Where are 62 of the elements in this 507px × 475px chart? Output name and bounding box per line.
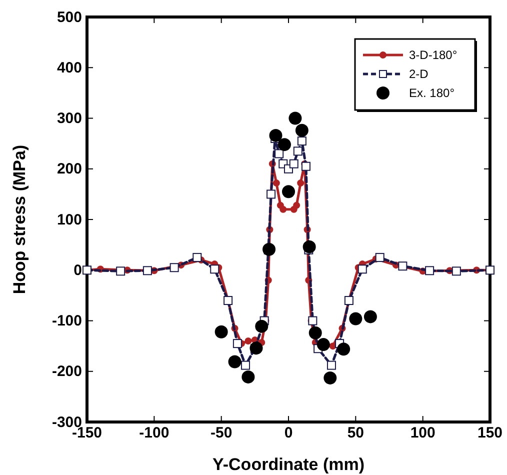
point [280, 206, 287, 213]
point [297, 180, 304, 187]
point [255, 320, 268, 333]
point [272, 180, 280, 187]
point [192, 252, 202, 262]
point [425, 266, 434, 276]
x-tick-label: 150 [477, 424, 503, 442]
point [337, 342, 350, 356]
point [297, 136, 306, 146]
point [242, 370, 255, 384]
y-axis-title: Hoop stress (MPa) [10, 144, 29, 294]
y-tick-label: 400 [56, 59, 82, 76]
x-tick-label: 100 [410, 424, 436, 442]
y-tick-label: -200 [52, 363, 82, 380]
point [116, 266, 126, 276]
point [302, 240, 316, 254]
point [293, 146, 302, 156]
y-tick-label: 300 [56, 110, 82, 128]
x-axis-title: Y-Coordinate (mm) [212, 455, 365, 474]
point [244, 338, 252, 344]
x-tick-label: 50 [347, 424, 364, 442]
point [295, 124, 308, 137]
point [452, 266, 461, 276]
point [289, 159, 298, 168]
point [282, 185, 295, 198]
point [301, 162, 310, 171]
legend-label: Ex. 180° [409, 86, 455, 100]
point [308, 316, 318, 326]
point [326, 360, 336, 370]
legend-label: 3-D-180° [409, 48, 458, 62]
y-tick-label: 200 [56, 160, 82, 178]
y-tick-label: 100 [56, 211, 82, 228]
point [210, 264, 220, 274]
x-tick-label: 0 [284, 424, 293, 442]
point [142, 266, 152, 276]
y-tick-label: 0 [74, 262, 82, 279]
legend-label: 2-D [409, 67, 429, 81]
point [228, 355, 242, 368]
point [266, 190, 276, 199]
x-tick-label: -100 [139, 424, 170, 442]
point [375, 252, 384, 262]
x-tick-label: -50 [210, 424, 232, 442]
point [358, 264, 367, 274]
point [278, 138, 291, 152]
point [214, 325, 228, 338]
point [349, 312, 362, 326]
point [269, 128, 282, 142]
point [232, 339, 242, 348]
point [241, 360, 250, 370]
point [262, 242, 276, 256]
point [398, 262, 408, 271]
y-tick-label: 500 [56, 8, 82, 26]
point [170, 263, 179, 272]
point [364, 310, 377, 324]
point [288, 112, 302, 125]
point [324, 371, 337, 384]
point [274, 149, 284, 158]
point [308, 326, 322, 340]
point [293, 202, 300, 209]
point [250, 342, 263, 355]
point [316, 338, 330, 352]
y-tick-label: -100 [52, 312, 82, 330]
